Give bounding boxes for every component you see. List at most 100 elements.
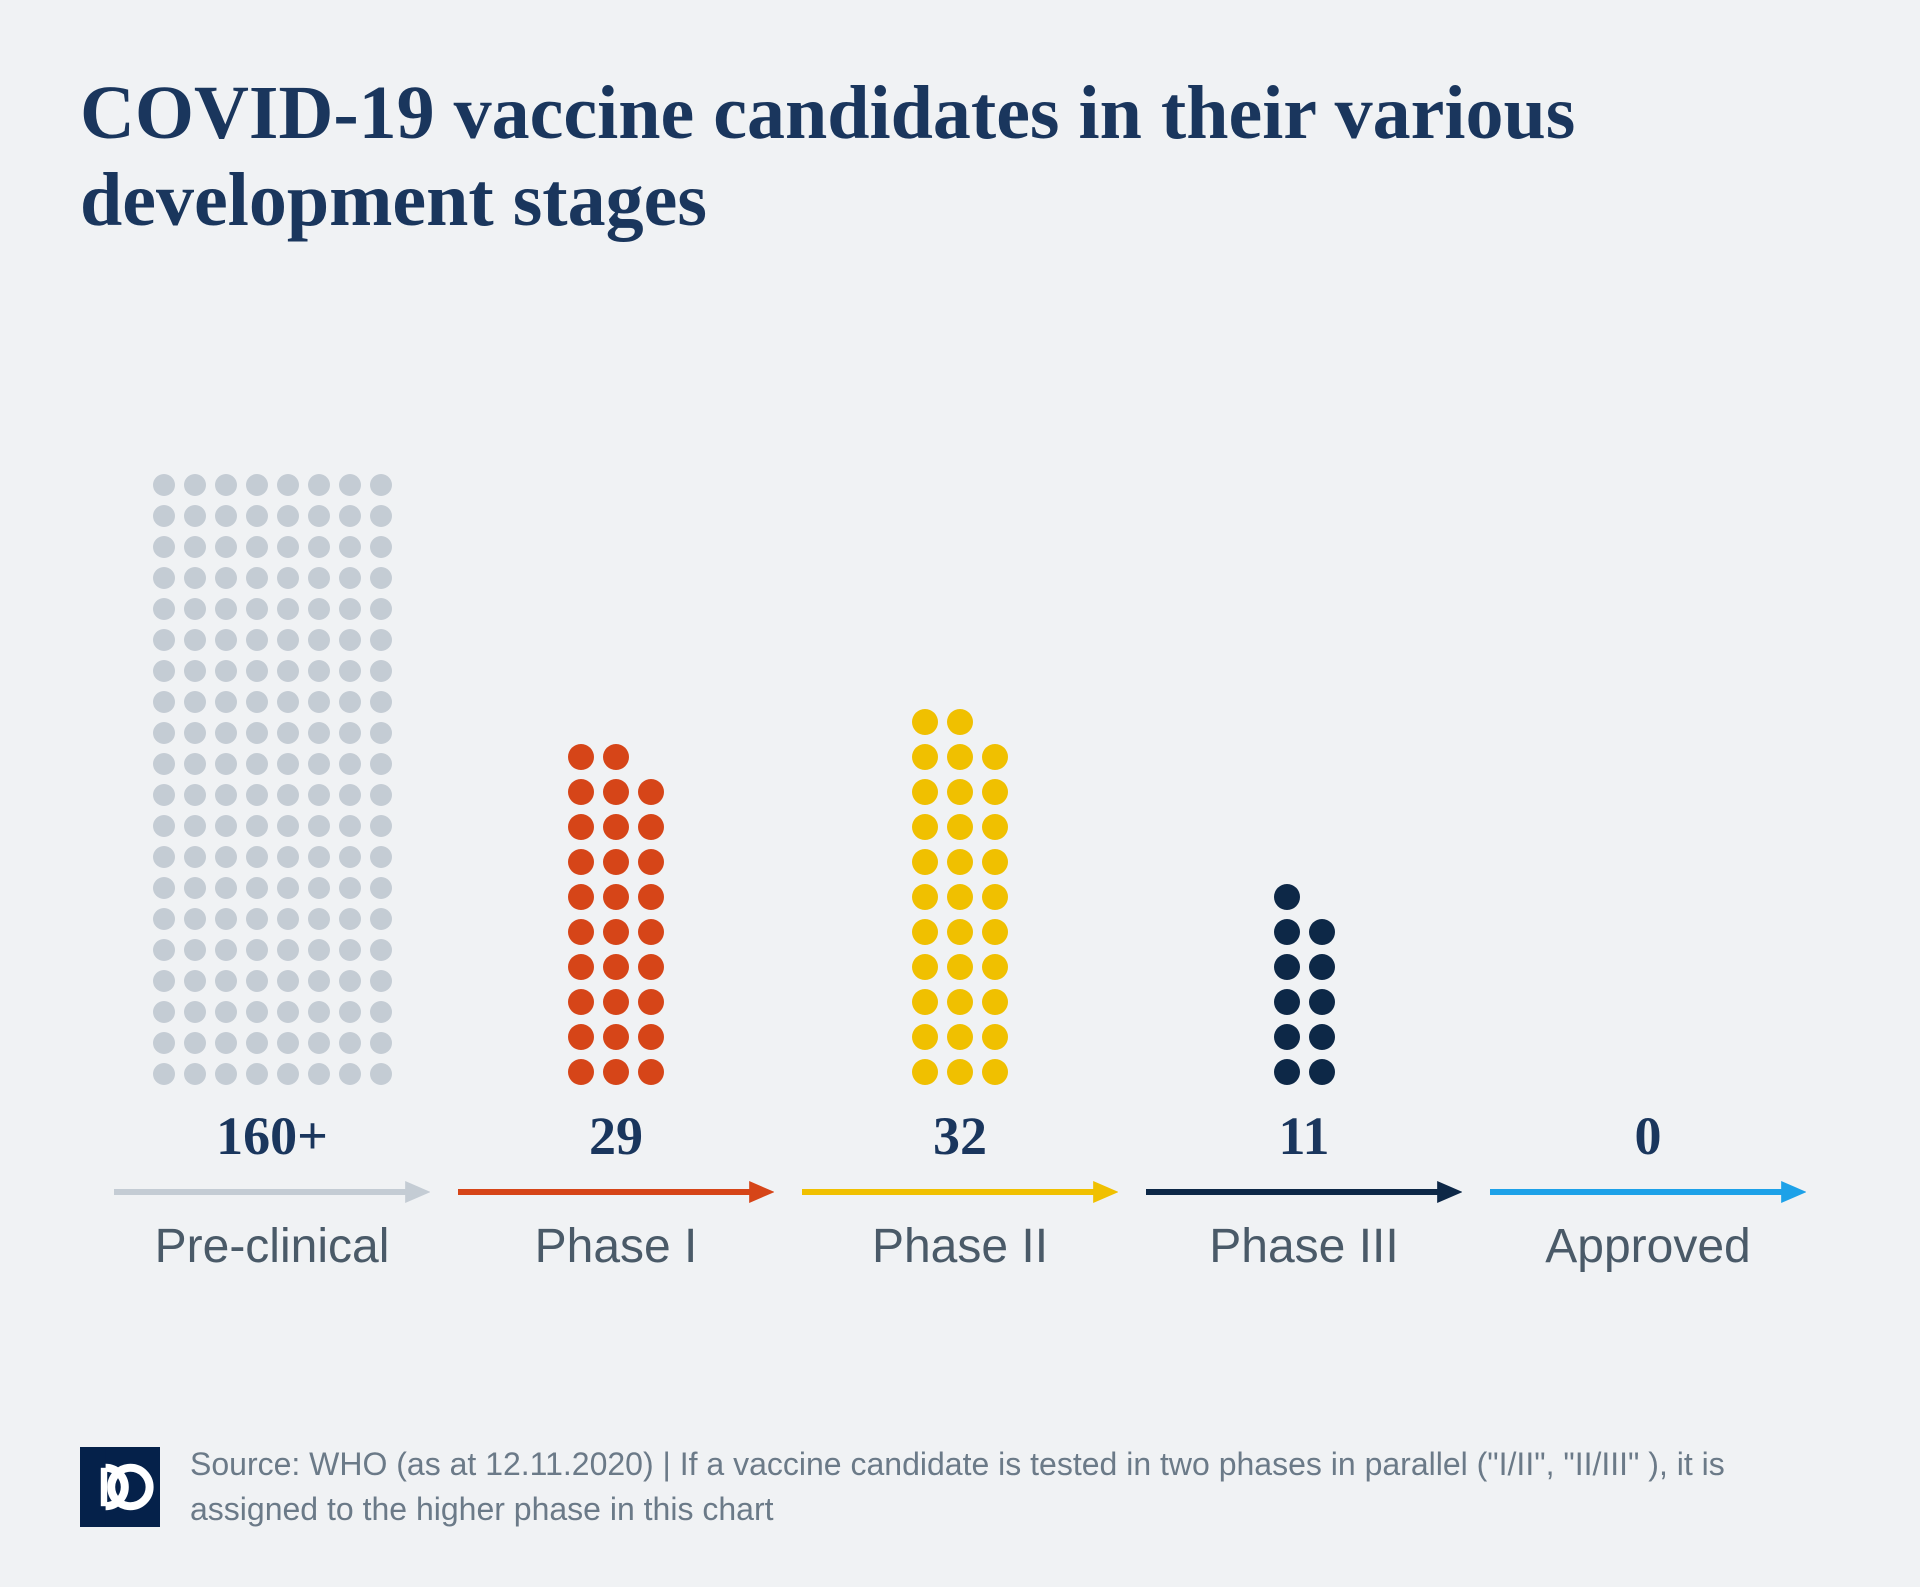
dot-icon xyxy=(912,814,938,840)
dot-icon xyxy=(184,660,206,682)
dot-icon xyxy=(215,691,237,713)
dot-icon xyxy=(215,908,237,930)
dot-icon xyxy=(215,660,237,682)
dot-icon xyxy=(947,989,973,1015)
dot-icon xyxy=(184,908,206,930)
dot-icon xyxy=(339,598,361,620)
dot-icon xyxy=(912,954,938,980)
dot-icon xyxy=(277,660,299,682)
dot-icon xyxy=(339,567,361,589)
dot-icon xyxy=(370,908,392,930)
dot-icon xyxy=(215,1063,237,1085)
dot-icon xyxy=(1274,989,1300,1015)
dot-icon xyxy=(153,970,175,992)
dot-icon xyxy=(215,598,237,620)
dot-icon xyxy=(339,1063,361,1085)
dot-icon xyxy=(982,1059,1008,1085)
dot-icon xyxy=(308,536,330,558)
dot-icon xyxy=(153,536,175,558)
dot-icon xyxy=(277,784,299,806)
dot-icon xyxy=(246,474,268,496)
dot-icon xyxy=(184,815,206,837)
dot-icon xyxy=(1309,1024,1335,1050)
dot-icon xyxy=(308,939,330,961)
stage-label: Phase I xyxy=(444,1219,788,1274)
dot-icon xyxy=(153,505,175,527)
dot-icon xyxy=(153,908,175,930)
stage-column xyxy=(1132,884,1476,1085)
dot-icon xyxy=(215,1032,237,1054)
dot-icon xyxy=(153,846,175,868)
dot-icon xyxy=(982,1024,1008,1050)
dot-icon xyxy=(153,660,175,682)
dot-icon xyxy=(277,939,299,961)
dot-icon xyxy=(339,691,361,713)
dot-icon xyxy=(947,954,973,980)
dot-icon xyxy=(215,877,237,899)
dot-icon xyxy=(603,919,629,945)
chart-title: COVID-19 vaccine candidates in their var… xyxy=(80,70,1840,245)
dot-icon xyxy=(638,919,664,945)
dot-icon xyxy=(638,954,664,980)
stage-value: 160+ xyxy=(100,1105,444,1167)
dot-icon xyxy=(215,815,237,837)
dot-icon xyxy=(982,954,1008,980)
dot-icon xyxy=(912,884,938,910)
dot-icon xyxy=(184,567,206,589)
dot-icon xyxy=(184,505,206,527)
dot-icon xyxy=(246,1001,268,1023)
dot-icon xyxy=(982,989,1008,1015)
dot-icon xyxy=(277,536,299,558)
dot-icon xyxy=(638,849,664,875)
dot-icon xyxy=(1274,884,1300,910)
dot-icon xyxy=(912,1024,938,1050)
dot-icon xyxy=(215,536,237,558)
dot-icon xyxy=(277,722,299,744)
dot-icon xyxy=(568,849,594,875)
dot-icon xyxy=(184,1001,206,1023)
dot-icon xyxy=(638,1059,664,1085)
dot-icon xyxy=(277,970,299,992)
dot-icon xyxy=(947,1024,973,1050)
dot-icon xyxy=(638,814,664,840)
dot-icon xyxy=(184,691,206,713)
dot-icon xyxy=(370,1001,392,1023)
dot-icon xyxy=(277,753,299,775)
stage-column xyxy=(444,744,788,1085)
labels-row: Pre-clinicalPhase IPhase IIPhase IIIAppr… xyxy=(80,1219,1840,1274)
dot-icon xyxy=(153,691,175,713)
dot-icon xyxy=(1274,1059,1300,1085)
dot-icon xyxy=(215,784,237,806)
infographic-container: COVID-19 vaccine candidates in their var… xyxy=(0,0,1920,1587)
value-row: 160+2932110 xyxy=(80,1105,1840,1167)
dot-icon xyxy=(1309,954,1335,980)
dot-icon xyxy=(603,989,629,1015)
stage-arrow-icon xyxy=(788,1177,1132,1207)
dot-icon xyxy=(370,784,392,806)
dot-icon xyxy=(246,691,268,713)
dot-icon xyxy=(215,722,237,744)
dot-icon xyxy=(370,536,392,558)
dot-icon xyxy=(603,849,629,875)
dot-icon xyxy=(982,744,1008,770)
dot-icon xyxy=(246,753,268,775)
stage-arrow-icon xyxy=(444,1177,788,1207)
dot-icon xyxy=(568,744,594,770)
dot-icon xyxy=(912,744,938,770)
dot-icon xyxy=(370,815,392,837)
arrows-row xyxy=(80,1177,1840,1207)
dot-icon xyxy=(370,1032,392,1054)
dot-icon xyxy=(215,567,237,589)
dot-icon xyxy=(339,536,361,558)
dot-icon xyxy=(947,849,973,875)
stage-label: Pre-clinical xyxy=(100,1219,444,1274)
dot-icon xyxy=(246,567,268,589)
stage-column xyxy=(100,474,444,1085)
dot-icon xyxy=(370,877,392,899)
dot-icon xyxy=(246,908,268,930)
dot-icon xyxy=(246,1063,268,1085)
dot-icon xyxy=(153,1032,175,1054)
dot-icon xyxy=(277,598,299,620)
dot-icon xyxy=(568,1059,594,1085)
dots-group xyxy=(1274,884,1335,1085)
